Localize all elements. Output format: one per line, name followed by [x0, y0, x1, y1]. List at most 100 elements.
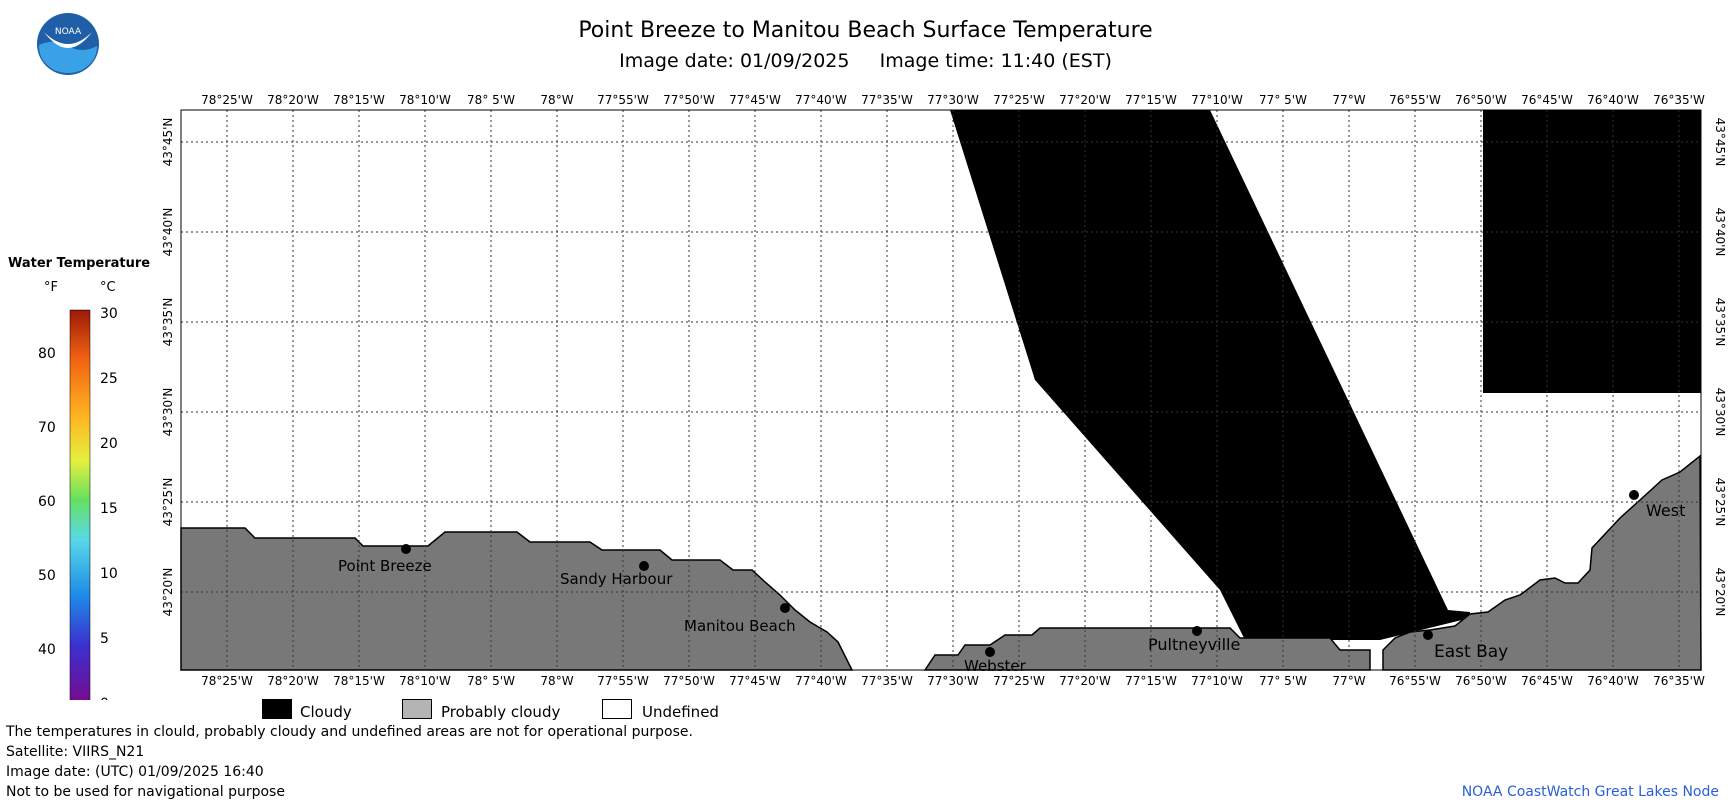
latitude-label-left: 43°20'N	[161, 568, 175, 617]
longitude-label-top: 77°50'W	[663, 93, 715, 107]
longitude-label-top: 78°15'W	[333, 93, 385, 107]
map-subtitle: Image date: 01/09/2025 Image time: 11:40…	[619, 50, 1112, 72]
longitude-label-top: 76°45'W	[1521, 93, 1573, 107]
longitude-label-bottom: 77°25'W	[993, 674, 1045, 688]
latitude-label-right: 43°35'N	[1713, 298, 1727, 347]
latitude-label-right: 43°20'N	[1713, 568, 1727, 617]
colorbar-tick-fahrenheit: 70	[38, 420, 56, 436]
latitude-label-right: 43°45'N	[1713, 118, 1727, 167]
latitude-label-right: 43°40'N	[1713, 208, 1727, 257]
map-panel: Point Breeze Sandy Harbour Manitou Beach…	[38, 93, 1727, 700]
longitude-label-bottom: 76°50'W	[1455, 674, 1507, 688]
temperature-colorbar	[69, 309, 91, 700]
legend-label-cloudy: Cloudy	[300, 703, 352, 721]
colorbar-tick-celsius: 15	[100, 501, 118, 517]
longitude-label-top: 78°W	[540, 93, 573, 107]
colorbar-tick-celsius: 5	[100, 631, 109, 647]
longitude-label-top: 78° 5'W	[467, 93, 515, 107]
colorbar-tick-fahrenheit: 50	[38, 568, 56, 584]
land-west	[180, 527, 854, 671]
credit-link[interactable]: NOAA CoastWatch Great Lakes Node	[1461, 784, 1719, 800]
longitude-label-bottom: 77°40'W	[795, 674, 847, 688]
longitude-label-bottom: 77°10'W	[1191, 674, 1243, 688]
legend-swatch-probably-cloudy	[402, 699, 432, 719]
latitude-label-left: 43°35'N	[161, 298, 175, 347]
noaa-logo: NOAA	[37, 13, 99, 75]
unit-fahrenheit: °F	[44, 280, 58, 295]
longitude-label-top: 77° 5'W	[1259, 93, 1307, 107]
longitude-label-top: 76°35'W	[1653, 93, 1705, 107]
land-east	[1382, 454, 1702, 671]
colorbar-tick-celsius: 20	[100, 436, 118, 452]
note-line-4: Not to be used for navigational purpose	[6, 784, 285, 800]
legend-label-probably-cloudy: Probably cloudy	[441, 703, 561, 721]
longitude-label-bottom: 77°20'W	[1059, 674, 1111, 688]
longitude-label-bottom: 78°20'W	[267, 674, 319, 688]
longitude-label-top: 77°45'W	[729, 93, 781, 107]
colorbar-tick-celsius: 0	[100, 696, 109, 700]
longitude-label-bottom: 78° 5'W	[467, 674, 515, 688]
longitude-label-bottom: 76°35'W	[1653, 674, 1705, 688]
longitude-label-top: 77°25'W	[993, 93, 1045, 107]
colorbar-tick-fahrenheit: 80	[38, 346, 56, 362]
map-title: Point Breeze to Manitou Beach Surface Te…	[578, 18, 1153, 43]
longitude-label-bottom: 77°55'W	[597, 674, 649, 688]
longitude-label-top: 76°40'W	[1587, 93, 1639, 107]
legend-swatch-undefined	[602, 699, 632, 719]
latitude-label-left: 43°25'N	[161, 478, 175, 527]
note-line-1: The temperatures in clould, probably clo…	[6, 724, 693, 740]
unit-celsius: °C	[100, 280, 116, 295]
latitude-label-left: 43°30'N	[161, 388, 175, 437]
longitude-label-bottom: 77°35'W	[861, 674, 913, 688]
longitude-label-top: 78°25'W	[201, 93, 253, 107]
place-label: East Bay	[1434, 642, 1508, 662]
place-label: Manitou Beach	[684, 617, 796, 635]
longitude-label-bottom: 77°30'W	[927, 674, 979, 688]
note-line-3: Image date: (UTC) 01/09/2025 16:40	[6, 764, 264, 780]
latitude-label-left: 43°40'N	[161, 208, 175, 257]
longitude-label-bottom: 78°W	[540, 674, 573, 688]
longitude-label-top: 76°50'W	[1455, 93, 1507, 107]
longitude-label-bottom: 78°10'W	[399, 674, 451, 688]
longitude-label-bottom: 77° 5'W	[1259, 674, 1307, 688]
latitude-label-right: 43°30'N	[1713, 388, 1727, 437]
longitude-label-bottom: 77°45'W	[729, 674, 781, 688]
longitude-label-top: 77°10'W	[1191, 93, 1243, 107]
cloud-block-northeast	[1483, 110, 1701, 393]
longitude-label-top: 77°55'W	[597, 93, 649, 107]
place-label: Webster	[964, 657, 1027, 675]
longitude-label-top: 77°W	[1332, 93, 1365, 107]
land-middle	[923, 627, 1371, 671]
colorbar-tick-celsius: 10	[100, 566, 118, 582]
cloud-band	[950, 110, 1470, 640]
longitude-label-bottom: 77°50'W	[663, 674, 715, 688]
place-label: Sandy Harbour	[560, 570, 673, 588]
place-label: Point Breeze	[338, 557, 432, 575]
longitude-label-bottom: 76°45'W	[1521, 674, 1573, 688]
longitude-label-top: 77°40'W	[795, 93, 847, 107]
longitude-label-bottom: 77°W	[1332, 674, 1365, 688]
colorbar-tick-fahrenheit: 60	[38, 494, 56, 510]
place-label: West	[1646, 501, 1685, 520]
place-markers	[401, 490, 1639, 657]
longitude-label-top: 77°35'W	[861, 93, 913, 107]
longitude-label-bottom: 76°55'W	[1389, 674, 1441, 688]
longitude-label-top: 77°30'W	[927, 93, 979, 107]
longitude-label-bottom: 76°40'W	[1587, 674, 1639, 688]
svg-text:NOAA: NOAA	[55, 27, 82, 37]
longitude-label-top: 77°20'W	[1059, 93, 1111, 107]
legend-label-undefined: Undefined	[642, 703, 719, 721]
colorbar-tick-celsius: 25	[100, 371, 118, 387]
longitude-label-top: 78°10'W	[399, 93, 451, 107]
longitude-label-top: 78°20'W	[267, 93, 319, 107]
colorbar-tick-fahrenheit: 40	[38, 642, 56, 658]
grid	[181, 110, 1701, 670]
note-line-2: Satellite: VIIRS_N21	[6, 744, 145, 760]
latitude-label-left: 43°45'N	[161, 118, 175, 167]
longitude-label-top: 77°15'W	[1125, 93, 1177, 107]
longitude-label-bottom: 78°15'W	[333, 674, 385, 688]
latitude-label-right: 43°25'N	[1713, 478, 1727, 527]
longitude-label-bottom: 78°25'W	[201, 674, 253, 688]
colorbar-title: Water Temperature	[8, 256, 151, 271]
colorbar-tick-celsius: 30	[100, 306, 118, 322]
